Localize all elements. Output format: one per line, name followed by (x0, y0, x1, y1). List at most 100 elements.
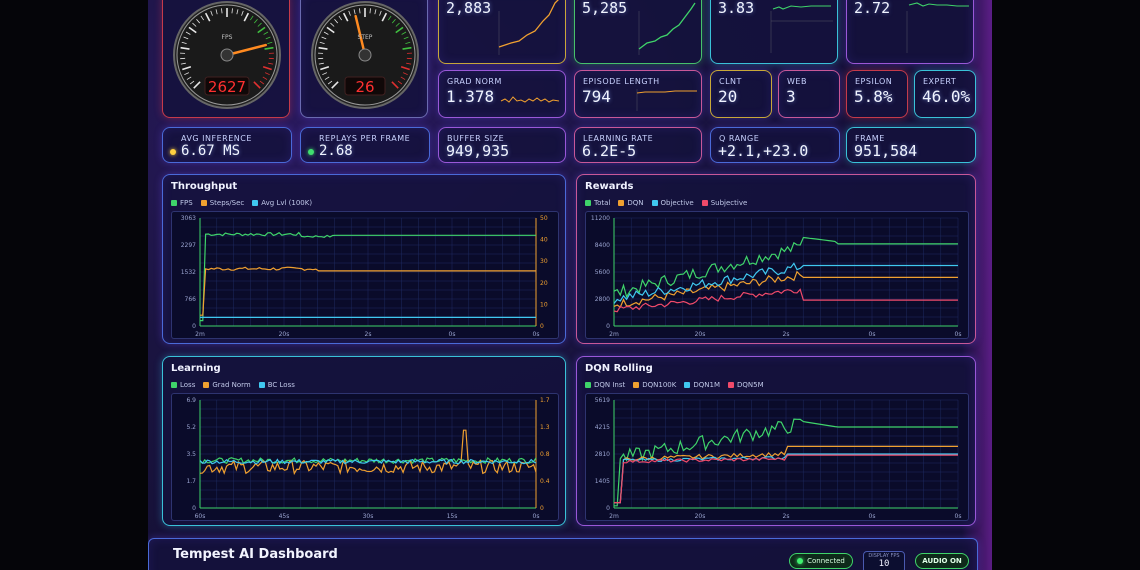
buffer-size-value: 949,935 (446, 142, 510, 160)
legend-item[interactable]: Loss (171, 381, 195, 389)
y-tick-label: 0 (606, 505, 610, 512)
gauge-tick (321, 36, 327, 40)
gauge-tick (402, 46, 412, 50)
clnt-label: CLNT (719, 77, 742, 86)
display-fps-control[interactable]: DISPLAY FPS 10 (863, 551, 905, 570)
fps-gauge-panel: FPS 2627 (162, 0, 290, 118)
x-tick-label: 2m (609, 331, 619, 338)
legend-label: Objective (660, 199, 694, 207)
legend-item[interactable]: DQN5M (728, 381, 764, 389)
legend-item[interactable]: Objective (651, 199, 694, 207)
legend-label: Steps/Sec (209, 199, 245, 207)
legend-item[interactable]: Total (585, 199, 610, 207)
top-card-2-value: 5,285 (582, 0, 628, 17)
episode-length-card: EPISODE LENGTH 794 (574, 70, 702, 118)
legend-item[interactable]: Avg Lvl (100K) (252, 199, 312, 207)
rewards-svg: 11200 8400 5600 2800 02m 20s 2s 0s 0s (591, 215, 962, 338)
legend-swatch (728, 382, 734, 388)
x-tick-label: 60s (195, 513, 206, 520)
gauge-tick (359, 8, 361, 14)
y2-tick-label: 50 (540, 215, 548, 222)
gauge-tick (189, 80, 195, 85)
dqn-rolling-plot: 5619 4215 2810 1405 0 2m 20s 2s 0s 0s (585, 393, 969, 521)
gauge-tick (204, 12, 211, 22)
gauge-tick (319, 41, 325, 44)
y-tick-label: 6.9 (186, 397, 196, 404)
gauge-tick (391, 81, 399, 89)
dqn-rolling-title: DQN Rolling (585, 363, 653, 374)
audio-toggle-button[interactable]: AUDIO ON (915, 553, 969, 569)
gauge-tick (264, 46, 274, 50)
learning-chart-panel: Learning Loss Grad Norm BC Loss 6.9 5.2 3.5 1… (162, 356, 566, 526)
series-line (613, 262, 958, 304)
legend-swatch (200, 200, 207, 206)
legend-swatch (633, 382, 640, 388)
legend-item[interactable]: Subjective (701, 199, 747, 207)
gauge-hub (358, 48, 372, 62)
x-tick-label: 20s (695, 331, 706, 338)
gauge-tick (320, 65, 330, 71)
series-line (613, 270, 958, 308)
legend-label: DQN5M (737, 381, 764, 389)
legend-item[interactable]: DQN Inst (585, 381, 625, 389)
gauge-tick (330, 22, 335, 27)
legend-item[interactable]: DQN100K (633, 381, 676, 389)
y-tick-label: 11200 (591, 215, 610, 222)
top-card-1: 2,883 (438, 0, 566, 64)
frame-card: FRAME 951,584 (846, 127, 976, 163)
legend-item[interactable]: Grad Norm (203, 381, 251, 389)
y-tick-label: 1.7 (186, 478, 196, 485)
gauge-tick (200, 15, 204, 21)
legend-item[interactable]: DQN (618, 199, 644, 207)
grad-norm-sparkline (500, 96, 560, 103)
gauge-tick (374, 9, 377, 15)
top-card-4-value: 2.72 (854, 0, 891, 17)
gauge-tick (403, 36, 409, 40)
left-letterbox (0, 0, 148, 570)
x-tick-label: 0s (533, 331, 540, 338)
gauge-tick (193, 81, 201, 89)
web-card: WEB 3 (778, 70, 840, 118)
y-tick-label: 0 (192, 323, 196, 330)
y-tick-label: 5619 (595, 397, 610, 404)
y-tick-label: 4215 (595, 424, 610, 431)
gauge-hub (220, 48, 234, 62)
x-tick-label: 0s (955, 513, 962, 520)
display-fps-value: 10 (878, 559, 890, 569)
series-line (614, 445, 958, 504)
y-tick-label: 2810 (595, 451, 610, 458)
series-line (200, 266, 536, 316)
gauge-tick (353, 9, 356, 15)
web-label: WEB (787, 77, 807, 86)
legend-item[interactable]: Steps/Sec (200, 199, 245, 207)
epsilon-label: EPSILON (855, 77, 893, 86)
grad-norm-label: GRAD NORM (447, 77, 502, 86)
dqn-rolling-svg: 5619 4215 2810 1405 02m 20s 2s 0s 0s (595, 397, 962, 520)
top-card-3: 3.83 (710, 0, 838, 64)
q-range-card: Q RANGE +2.1,+23.0 (710, 127, 840, 163)
y2-tick-label: 0 (540, 323, 544, 330)
legend-swatch (252, 200, 259, 206)
legend-item[interactable]: DQN1M (684, 381, 720, 389)
y2-tick-label: 0.8 (540, 451, 550, 458)
epsilon-value: 5.8% (854, 87, 893, 106)
series-line (199, 458, 537, 465)
gauge-tick (395, 22, 400, 27)
rewards-plot: 11200 8400 5600 2800 0 2m 20s 2s 0s 0s (585, 211, 969, 339)
legend-item[interactable]: BC Loss (258, 381, 295, 389)
grad-norm-card: GRAD NORM 1.378 (438, 70, 566, 118)
episode-length-sparkline (636, 89, 697, 111)
x-tick-label: 15s (447, 513, 458, 520)
x-tick-label: 0s (869, 513, 876, 520)
legend-swatch (684, 382, 691, 388)
gauge-tick (257, 22, 262, 27)
step-gauge: STEP 26 (311, 1, 419, 109)
gauge-tick (402, 72, 408, 76)
rewards-chart-panel: Rewards Total DQN Objective Subjective 1120… (576, 174, 976, 344)
status-dot-icon (308, 149, 314, 155)
legend-item[interactable]: FPS (171, 199, 193, 207)
learning-rate-value: 6.2E-5 (582, 142, 637, 160)
gauge-tick (395, 26, 404, 34)
y-tick-label: 5600 (595, 269, 610, 276)
gauge-tick (265, 36, 271, 40)
